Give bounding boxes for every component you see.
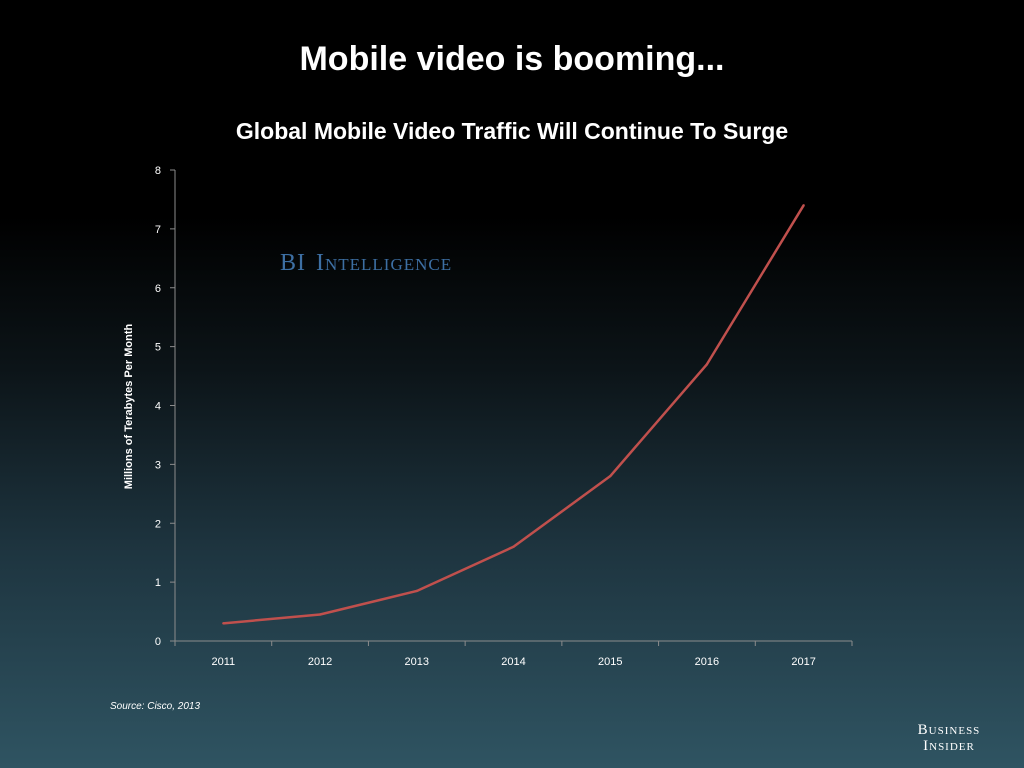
x-tick-label: 2011 xyxy=(212,656,236,668)
data-point xyxy=(318,613,322,616)
data-point xyxy=(609,474,612,478)
x-tick-label: 2017 xyxy=(791,656,815,668)
source-note: Source: Cisco, 2013 xyxy=(110,701,201,712)
chart-title: Global Mobile Video Traffic Will Continu… xyxy=(235,118,789,144)
y-tick-label: 6 xyxy=(155,283,161,295)
y-tick-label: 0 xyxy=(155,636,161,648)
data-point xyxy=(222,622,225,625)
watermark-bi: BI xyxy=(280,250,306,276)
y-tick-label: 4 xyxy=(155,401,161,413)
data-point xyxy=(705,363,709,366)
y-tick-label: 5 xyxy=(155,342,161,354)
data-point xyxy=(802,204,805,207)
business-insider-logo: Business Insider xyxy=(904,722,994,754)
y-tick-label: 7 xyxy=(155,224,161,236)
slide-title: Mobile video is booming... xyxy=(299,40,725,78)
x-tick-label: 2015 xyxy=(598,656,622,668)
x-tick-label: 2016 xyxy=(695,656,719,668)
y-tick-label: 8 xyxy=(155,165,161,177)
data-point xyxy=(512,545,515,548)
bi-intelligence-watermark: BI Intelligence xyxy=(280,250,452,277)
x-tick-label: 2012 xyxy=(308,656,332,668)
brand-line-2: Insider xyxy=(923,738,975,754)
y-tick-label: 2 xyxy=(155,518,161,530)
brand-line-1: Business xyxy=(917,722,981,738)
watermark-intelligence: Intelligence xyxy=(316,250,453,276)
y-tick-label: 3 xyxy=(155,459,161,471)
x-tick-label: 2014 xyxy=(501,656,525,668)
y-axis-label: Millions of Terabytes Per Month xyxy=(123,324,135,490)
data-point xyxy=(415,589,418,593)
y-tick-label: 1 xyxy=(155,577,161,589)
x-tick-label: 2013 xyxy=(405,656,429,668)
